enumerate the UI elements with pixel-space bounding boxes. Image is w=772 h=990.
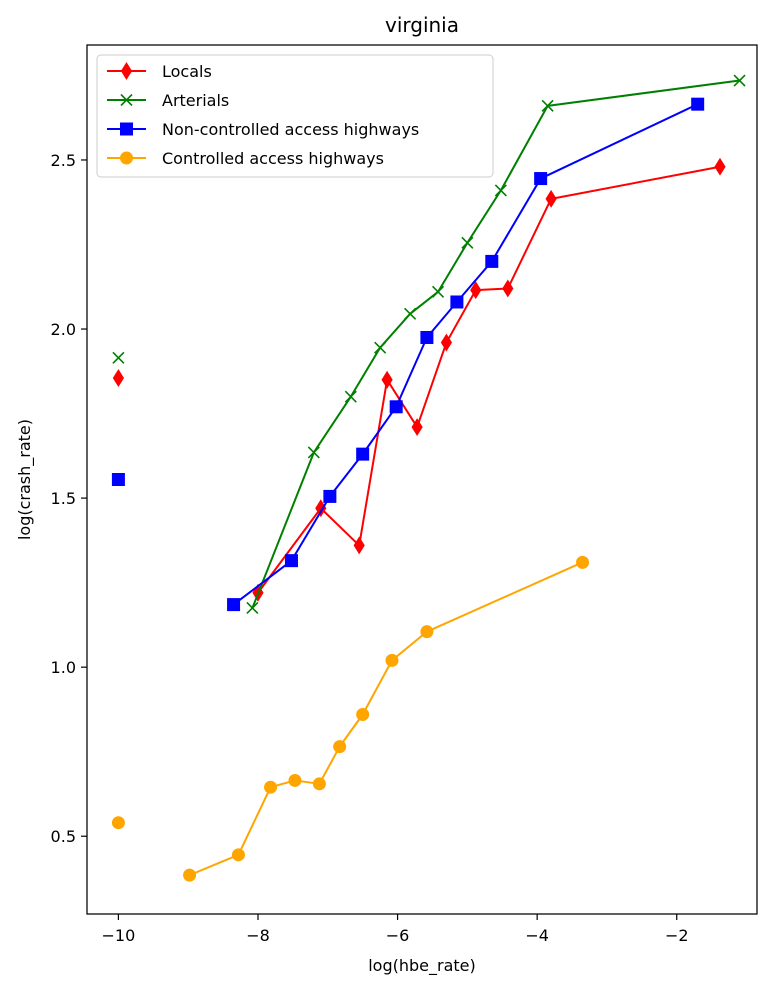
data-point [420,330,434,344]
data-point [541,99,554,112]
data-point [404,307,417,320]
series-arterials [112,74,746,615]
isolated-data-point [112,369,124,388]
data-point [284,554,298,568]
isolated-data-point [111,816,125,830]
data-point [323,489,337,503]
data-point [227,598,241,612]
x-tick-label: −6 [386,926,410,945]
legend-label: Controlled access highways [162,149,384,168]
data-point [374,341,387,354]
data-point [381,370,393,389]
y-axis-label: log(crash_rate) [15,419,35,540]
data-point [485,254,499,268]
data-point [440,333,453,352]
series-locals [112,157,726,602]
plot-frame [86,44,758,915]
data-point [691,97,705,111]
data-point [288,773,302,787]
data-point [389,400,403,414]
series-line [189,561,583,877]
data-point [502,279,514,298]
series-line [232,103,699,606]
data-point [356,447,370,461]
data-point [385,653,399,667]
data-point [431,285,445,298]
isolated-data-point [112,351,125,364]
series-non-controlled-access-highways [111,97,705,612]
legend-marker [120,93,133,107]
x-tick-label: −4 [525,926,549,945]
data-point [353,536,365,555]
series-line [257,165,721,594]
data-point [733,74,746,87]
data-point [411,418,423,437]
legend-box [96,54,494,178]
data-point [461,236,474,249]
data-point [333,740,347,754]
data-point [545,189,557,208]
x-tick-label: −8 [246,926,270,945]
isolated-data-point [111,473,125,486]
legend-label: Locals [162,62,212,81]
data-point [470,281,482,300]
legend-label: Non-controlled access highways [162,120,419,139]
legend-marker [120,62,133,80]
legend-marker [120,122,133,136]
data-point [246,601,259,615]
y-tick-label: 2.0 [51,320,76,339]
data-point [494,184,507,197]
data-point [183,868,197,882]
data-point [450,295,464,309]
data-point [264,780,278,794]
y-tick-label: 0.5 [51,827,76,846]
y-tick-label: 1.0 [51,658,76,677]
series-controlled-access-highways [111,555,590,882]
data-point [356,708,370,722]
data-point [231,848,245,862]
series-marks [111,74,746,882]
axis-ticks: −10 −8 −6 −4 −2 0.5 1.0 1.5 2.0 2.5 [51,151,689,945]
series-line [251,79,740,609]
y-tick-label: 1.5 [51,489,76,508]
chart-title: virginia [385,13,459,37]
data-point [307,446,320,459]
data-point [312,777,326,791]
y-tick-label: 2.5 [51,151,76,170]
legend-marker [120,151,133,165]
x-tick-label: −2 [665,926,689,945]
legend: Locals Arterials Non-controlled access hig… [96,54,494,178]
legend-label: Arterials [162,91,229,110]
data-point [714,157,726,176]
data-point [420,625,434,639]
data-point [534,172,548,186]
x-axis-label: log(hbe_rate) [368,956,476,976]
data-point [576,555,590,569]
data-point [344,390,357,403]
x-tick-label: −10 [102,926,136,945]
